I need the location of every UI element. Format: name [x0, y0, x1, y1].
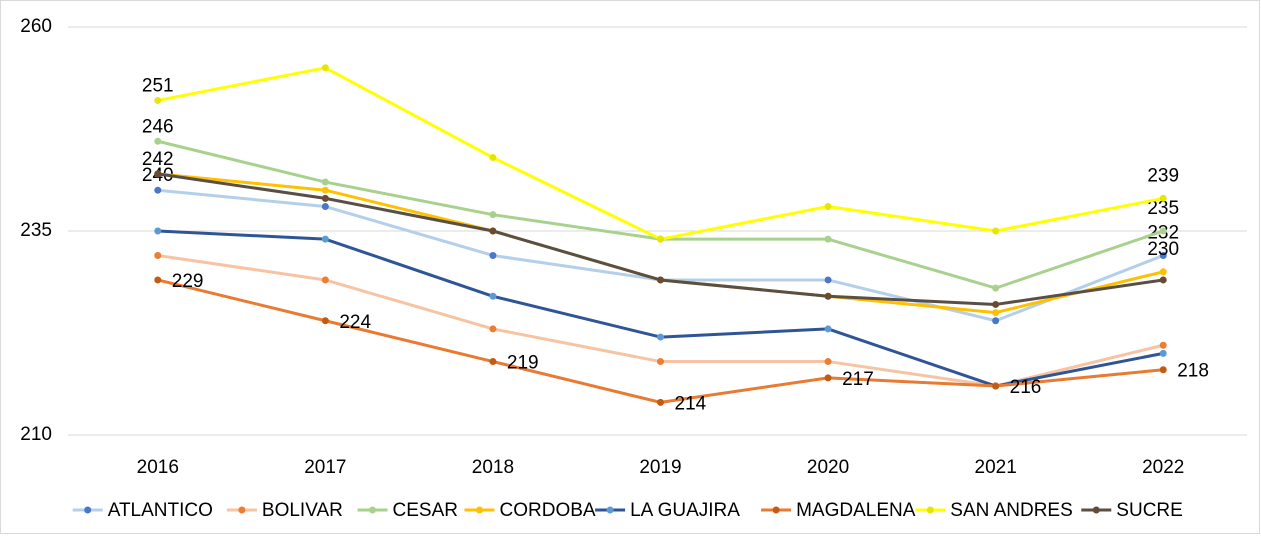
series-marker — [992, 317, 1000, 325]
series-marker — [1159, 194, 1167, 202]
series-marker — [489, 211, 497, 219]
series-marker — [824, 203, 832, 211]
data-label: 230 — [1147, 239, 1179, 260]
series-marker — [489, 154, 497, 162]
legend-label: LA GUAJIRA — [630, 500, 740, 521]
series-marker — [489, 358, 497, 366]
x-tick-label: 2017 — [304, 457, 346, 478]
legend-marker — [369, 506, 376, 514]
series-marker — [1159, 227, 1167, 235]
series-marker — [1159, 341, 1167, 349]
data-label: 214 — [675, 393, 707, 414]
x-tick-label: 2020 — [807, 457, 849, 478]
series-marker — [824, 358, 832, 366]
data-label: 229 — [172, 271, 204, 292]
legend-label: SAN ANDRES — [950, 500, 1072, 521]
y-tick-label: 260 — [20, 16, 52, 37]
data-label: 218 — [1177, 361, 1209, 382]
legend-marker — [84, 506, 92, 514]
series-marker — [1159, 349, 1167, 357]
series-marker — [154, 96, 162, 104]
series-marker — [321, 276, 329, 284]
series-marker — [321, 203, 329, 211]
data-label: 242 — [142, 149, 174, 170]
series-marker — [992, 227, 1000, 235]
data-label: 239 — [1147, 165, 1179, 186]
series-marker — [657, 276, 664, 284]
legend-marker — [476, 506, 483, 514]
data-label: 217 — [842, 369, 874, 390]
x-tick-label: 2016 — [137, 457, 179, 478]
legend-label: BOLIVAR — [262, 500, 343, 521]
series-marker — [154, 186, 162, 194]
series-marker — [1159, 268, 1167, 276]
series-marker — [992, 382, 1000, 390]
series-marker — [992, 309, 1000, 317]
series-marker — [657, 235, 664, 243]
legend-label: CESAR — [393, 500, 458, 521]
series-marker — [321, 178, 329, 186]
series-marker — [489, 325, 497, 333]
data-label: 246 — [142, 116, 174, 137]
series-marker — [992, 300, 1000, 308]
series-marker — [154, 276, 162, 284]
series-marker — [489, 251, 497, 259]
data-label: 251 — [142, 75, 174, 96]
series-marker — [154, 170, 162, 178]
x-tick-label: 2021 — [975, 457, 1017, 478]
series-marker — [321, 186, 329, 194]
series-marker — [824, 374, 832, 382]
series-marker — [824, 292, 832, 300]
legend-marker — [772, 506, 780, 514]
series-marker — [824, 276, 832, 284]
legend-marker — [926, 506, 934, 514]
y-tick-label: 210 — [20, 424, 52, 445]
series-marker — [657, 358, 664, 366]
data-label: 219 — [507, 353, 539, 374]
series-marker — [1159, 366, 1167, 374]
x-tick-label: 2018 — [472, 457, 514, 478]
series-marker — [657, 398, 664, 406]
legend-label: SUCRE — [1116, 500, 1183, 521]
series-marker — [1159, 276, 1167, 284]
x-tick-label: 2022 — [1142, 457, 1184, 478]
series-marker — [321, 317, 329, 325]
series-marker — [824, 325, 832, 333]
legend-label: MAGDALENA — [796, 500, 916, 521]
series-marker — [154, 251, 162, 259]
series-marker — [489, 292, 497, 300]
data-label: 235 — [1147, 198, 1179, 219]
legend-label: CORDOBA — [500, 500, 596, 521]
series-marker — [321, 235, 329, 243]
data-label: 224 — [339, 312, 371, 333]
x-tick-label: 2019 — [639, 457, 681, 478]
legend-marker — [238, 506, 246, 514]
series-marker — [824, 235, 832, 243]
legend-marker — [1092, 506, 1100, 514]
series-marker — [154, 227, 162, 235]
series-marker — [321, 64, 329, 72]
series-marker — [489, 227, 497, 235]
series-marker — [1159, 251, 1167, 259]
series-marker — [154, 137, 162, 145]
series-marker — [321, 194, 329, 202]
y-tick-label: 235 — [20, 220, 52, 241]
legend-marker — [606, 506, 614, 514]
series-marker — [657, 333, 664, 341]
data-label: 216 — [1010, 377, 1042, 398]
legend-label: ATLANTICO — [108, 500, 213, 521]
series-marker — [992, 284, 1000, 292]
